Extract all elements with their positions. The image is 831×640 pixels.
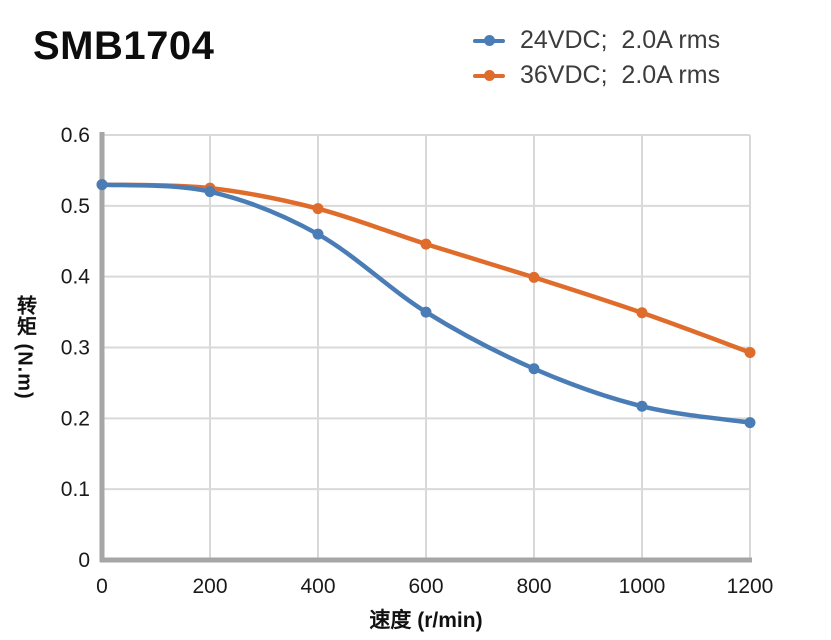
line-marker-icon (473, 35, 505, 47)
data-point-marker (96, 179, 108, 191)
y-tick-label: 0.6 (61, 124, 90, 147)
y-tick-label: 0.4 (61, 266, 91, 289)
y-tick-label: 0.3 (61, 337, 90, 360)
data-point-marker (744, 417, 756, 429)
legend-item-36vdc: 36VDC; 2.0A rms (473, 59, 720, 92)
x-tick-label: 600 (408, 575, 443, 598)
y-axis-label-wrap: 转矩 (N.m) (8, 135, 42, 560)
x-tick-label: 400 (300, 575, 335, 598)
x-tick-label: 1200 (727, 575, 774, 598)
data-point-marker (420, 306, 432, 318)
page-title: SMB1704 (33, 24, 215, 68)
x-axis-label: 速度 (r/min) (369, 609, 483, 632)
y-tick-label: 0.5 (61, 195, 90, 218)
data-point-marker (312, 228, 324, 240)
y-axis-label: 转矩 (N.m) (13, 295, 36, 400)
x-tick-label: 200 (192, 575, 227, 598)
x-tick-label: 0 (96, 575, 108, 598)
y-tick-label: 0.2 (61, 407, 90, 430)
data-point-marker (744, 346, 756, 358)
x-tick-label: 800 (516, 575, 551, 598)
legend: 24VDC; 2.0A rms 36VDC; 2.0A rms (473, 24, 720, 92)
legend-label: 24VDC; 2.0A rms (520, 26, 721, 54)
legend-item-24vdc: 24VDC; 2.0A rms (473, 24, 720, 57)
data-point-marker (528, 271, 540, 283)
y-tick-label: 0 (78, 549, 90, 572)
x-tick-label: 1000 (619, 575, 666, 598)
y-tick-label: 0.1 (61, 478, 90, 501)
legend-label: 36VDC; 2.0A rms (520, 61, 721, 89)
data-point-marker (636, 400, 648, 412)
data-point-marker (636, 307, 648, 319)
line-marker-icon (473, 70, 505, 82)
data-point-marker (312, 203, 324, 215)
legend-dot-swatch (483, 70, 495, 81)
data-point-marker (420, 238, 432, 250)
data-point-marker (528, 363, 540, 375)
legend-dot-swatch (483, 35, 495, 46)
data-point-marker (204, 186, 216, 198)
